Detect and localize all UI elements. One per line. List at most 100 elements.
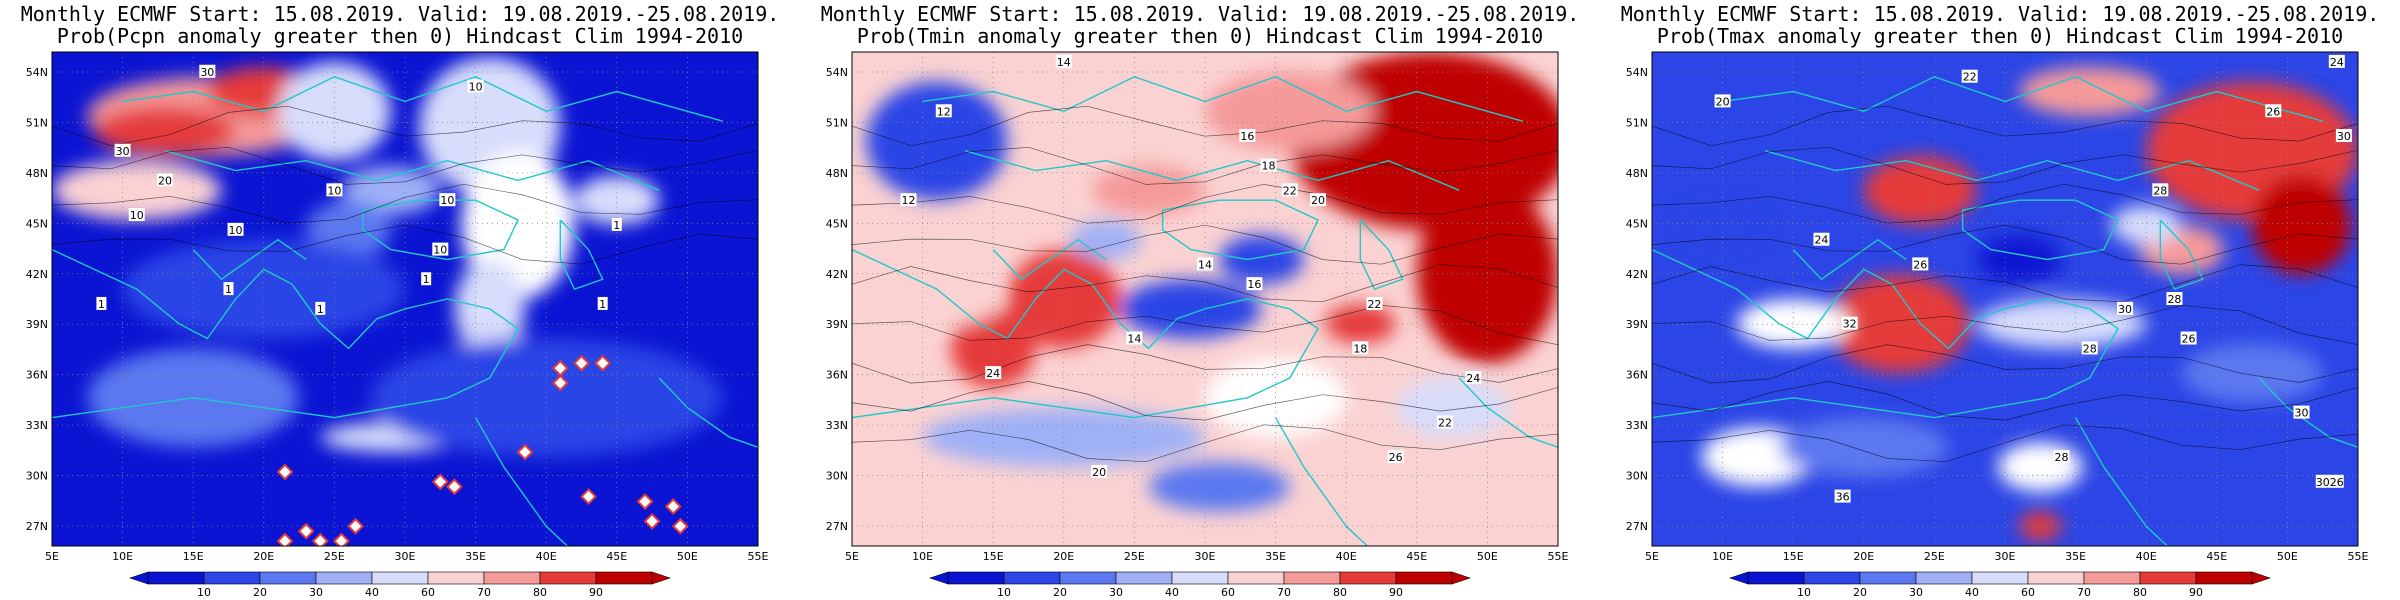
lat-tick-label: 54N xyxy=(1626,66,1648,79)
coastline xyxy=(964,150,1460,191)
colorbar-tick-label: 70 xyxy=(1277,586,1291,599)
lat-tick-label: 45N xyxy=(826,217,848,230)
contour-label: 26 xyxy=(2182,333,2196,346)
lat-tick-label: 51N xyxy=(826,116,848,129)
contour-label-box xyxy=(1465,371,1482,385)
lon-tick-label: 15E xyxy=(1783,550,1804,563)
contour-label: 10 xyxy=(327,184,341,197)
colorbar-segment xyxy=(203,571,261,585)
lat-tick-label: 36N xyxy=(1626,369,1648,382)
colorbar-segment xyxy=(1283,571,1341,585)
colorbar-arrow-right xyxy=(651,571,671,585)
contour-label: 1 xyxy=(613,219,620,232)
field-blob xyxy=(1976,234,2062,285)
lon-tick-label: 30E xyxy=(1195,550,1216,563)
panel-title-line1: Monthly ECMWF Start: 15.08.2019. Valid: … xyxy=(820,2,1580,26)
contour-label-box xyxy=(96,296,107,310)
contour-line xyxy=(1652,424,2358,463)
lon-tick-label: 20E xyxy=(1853,550,1874,563)
contour-label: 22 xyxy=(1367,298,1381,311)
colorbar-segment xyxy=(1971,571,2029,585)
contour-label-box xyxy=(421,272,432,286)
colorbar-segment xyxy=(2195,571,2253,585)
lat-tick-label: 27N xyxy=(826,520,848,533)
lon-tick-label: 5E xyxy=(45,550,59,563)
lat-tick-label: 30N xyxy=(1626,470,1648,483)
probability-marker xyxy=(446,478,463,496)
probability-marker xyxy=(333,532,350,546)
contour-label-box xyxy=(128,208,145,222)
colorbar-tick-label: 90 xyxy=(1389,586,1403,599)
lat-tick-label: 36N xyxy=(826,369,848,382)
contour-label: 14 xyxy=(1127,333,1141,346)
contour-label: 14 xyxy=(1057,56,1071,69)
field-blob xyxy=(1148,462,1290,512)
coastline xyxy=(1359,219,1404,290)
contour-label-box xyxy=(1197,257,1213,271)
lon-tick-label: 35E xyxy=(465,550,486,563)
lon-tick-label: 15E xyxy=(183,550,204,563)
contour-label: 28 xyxy=(2153,184,2167,197)
contour-label: 30 xyxy=(116,145,130,158)
panel-title-line2: Prob(Pcpn anomaly greater then 0) Hindca… xyxy=(56,24,744,48)
probability-marker xyxy=(311,532,329,546)
contour-label: 28 xyxy=(2083,342,2097,355)
lat-tick-label: 48N xyxy=(26,167,48,180)
panel-title-line1: Monthly ECMWF Start: 15.08.2019. Valid: … xyxy=(20,2,780,26)
panel-title-line2: Prob(Tmin anomaly greater then 0) Hindca… xyxy=(856,24,1544,48)
contour-label-box xyxy=(1260,158,1277,172)
colorbar-tick-label: 30 xyxy=(1109,586,1123,599)
colorbar-segment xyxy=(2083,571,2141,585)
coastline xyxy=(474,417,568,546)
contour-label-box xyxy=(2166,292,2183,305)
contour-label-box xyxy=(900,193,917,207)
contour-label-box xyxy=(439,193,456,207)
contour-label-box xyxy=(2081,341,2098,355)
contour-label-box xyxy=(2315,474,2344,488)
field-blob xyxy=(2181,343,2323,403)
lon-tick-label: 15E xyxy=(983,550,1004,563)
contour-label-box xyxy=(597,296,608,310)
contour-label: 1 xyxy=(98,298,105,311)
field-blob xyxy=(574,175,660,225)
coastline xyxy=(852,248,1319,419)
field-blob xyxy=(1828,274,1970,374)
colorbar-segment xyxy=(259,571,317,585)
contour-label-box xyxy=(1366,296,1383,310)
field-blob xyxy=(1395,378,1509,438)
contour-label-box xyxy=(223,282,234,296)
lon-tick-label: 10E xyxy=(112,550,133,563)
colorbar-arrow-right xyxy=(1451,571,1471,585)
contour-label-box xyxy=(1309,193,1326,207)
probability-field: 14 12 16 18 20 22 14 16 22 24 18 14 20 12 24 26 22 xyxy=(852,52,1558,546)
contour-label-box xyxy=(2117,301,2134,315)
colorbar-segment xyxy=(2139,571,2197,585)
contour-label-box xyxy=(199,64,216,78)
probability-field: 30 10 30 20 10 10 10 1 10 10 1 1 1 1 1 xyxy=(52,52,758,546)
field-blob xyxy=(1976,299,2147,349)
coastline xyxy=(922,75,1523,122)
contour-line xyxy=(852,264,1558,303)
coastline xyxy=(2159,219,2204,290)
field-blob xyxy=(1997,442,2083,492)
contour-label: 20 xyxy=(1092,466,1106,479)
lon-tick-label: 35E xyxy=(1265,550,1286,563)
lat-tick-label: 48N xyxy=(1626,167,1648,180)
contour-label-box xyxy=(467,79,484,93)
contour-line xyxy=(852,424,1558,463)
contour-label-box xyxy=(611,217,622,231)
colorbar-segment xyxy=(539,571,597,585)
contour-label: 16 xyxy=(1240,130,1254,143)
contour-label-box xyxy=(1437,415,1454,429)
contour-label: 24 xyxy=(986,367,1000,380)
probability-marker xyxy=(594,354,612,372)
colorbar-segment xyxy=(1395,571,1453,585)
coastline xyxy=(164,150,660,191)
colorbar-tick-label: 20 xyxy=(1053,586,1067,599)
colorbar-tick-label: 80 xyxy=(1333,586,1347,599)
contour-label: 10 xyxy=(229,224,243,237)
contour-line xyxy=(1652,381,2358,421)
field-blob xyxy=(2110,205,2182,245)
field-blob xyxy=(1120,279,1262,339)
